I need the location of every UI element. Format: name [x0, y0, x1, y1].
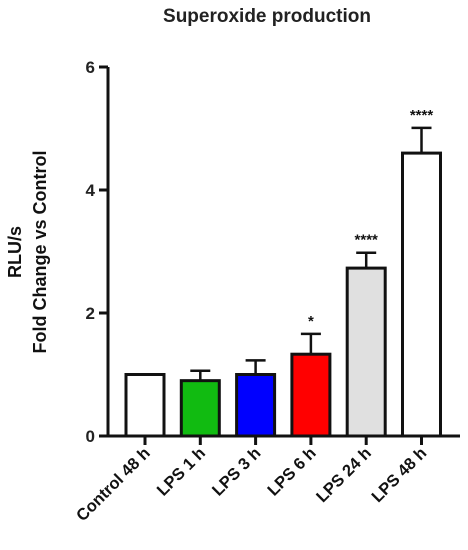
- y-tick-label: 6: [86, 58, 95, 77]
- bar: [179, 379, 221, 438]
- x-tick-label: LPS 6 h: [264, 444, 320, 500]
- y-tick-label: 2: [86, 304, 95, 323]
- significance-marker: ****: [355, 232, 379, 249]
- significance-marker: ****: [410, 107, 434, 124]
- x-tick-label: LPS 48 h: [368, 444, 430, 506]
- bar: [345, 266, 387, 438]
- x-tick-label: Control 48 h: [73, 444, 154, 525]
- significance-marker: *: [308, 313, 314, 330]
- plot-area: 0 2 4 6 Control 48 h LPS 1 h LPS 3 h * LPS 6 h **…: [73, 58, 460, 525]
- y-tick-label: 0: [86, 427, 95, 446]
- x-tick-label: LPS 1 h: [154, 444, 210, 500]
- x-tick-label: LPS 24 h: [313, 444, 375, 506]
- bar: [401, 151, 442, 438]
- bar: [290, 352, 332, 438]
- y-tick-label: 4: [86, 181, 96, 200]
- x-tick-label: LPS 3 h: [209, 444, 265, 500]
- bar: [124, 373, 166, 438]
- y-axis-label-line1: RLU/s: [5, 226, 25, 278]
- bar: [235, 373, 277, 438]
- chart-title: Superoxide production: [163, 6, 371, 27]
- y-axis-label-line2: Fold Change vs Control: [30, 150, 50, 353]
